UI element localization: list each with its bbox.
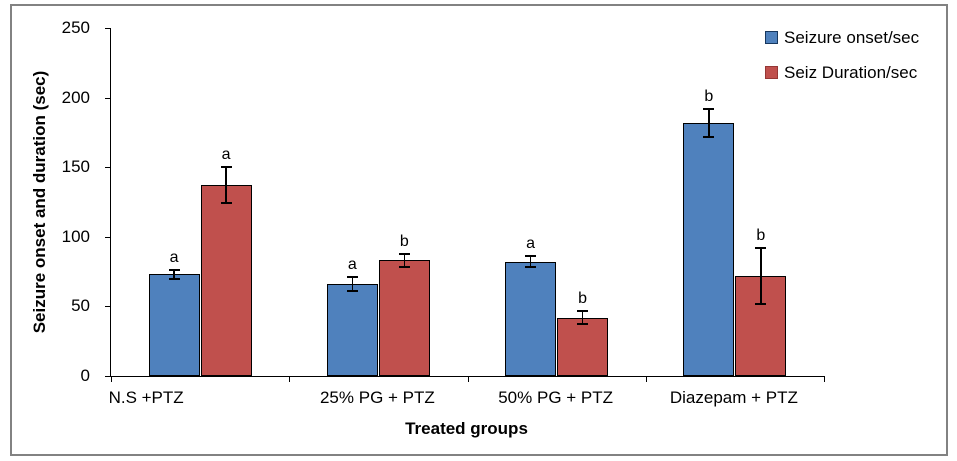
legend-swatch-seiz-duration-icon: [765, 66, 778, 79]
error-bar-cap-bottom: [398, 266, 410, 269]
error-bar-cap-bottom: [220, 202, 232, 205]
y-tick-label: 150: [61, 157, 90, 177]
y-tick-label: 100: [61, 226, 90, 246]
chart-frame: [10, 4, 948, 456]
significance-letter: b: [399, 232, 409, 250]
bar-onset-1: [148, 274, 200, 376]
x-axis-title: Treated groups: [405, 419, 528, 438]
y-tick-label: 0: [80, 366, 90, 385]
bar-onset-4: [683, 122, 735, 376]
error-bar: [403, 253, 406, 268]
bar-onset-3: [505, 261, 557, 376]
y-tick-label: 200: [61, 87, 90, 107]
legend: Seizure onset/sec Seiz Duration/sec: [765, 20, 919, 90]
legend-swatch-seizure-onset-icon: [765, 31, 778, 44]
error-bar-cap-top: [346, 276, 358, 279]
significance-letter: a: [347, 256, 357, 274]
error-bar-cap-top: [577, 309, 589, 312]
significance-letter: b: [704, 87, 714, 105]
bar-duration-3: [557, 317, 609, 376]
x-tick-label: Diazepam + PTZ: [669, 388, 798, 407]
legend-label-seiz-duration: Seiz Duration/sec: [784, 62, 918, 82]
y-tick: [105, 236, 111, 238]
legend-label-seizure-onset: Seizure onset/sec: [784, 27, 920, 47]
bar-duration-2: [378, 260, 430, 376]
y-tick-label: 250: [61, 18, 90, 37]
significance-letter: b: [756, 226, 766, 244]
bar-duration-1: [200, 185, 252, 376]
error-bar-cap-bottom: [577, 323, 589, 326]
significance-letter: a: [526, 235, 536, 253]
error-bar-cap-top: [525, 255, 537, 258]
error-bar-cap-top: [703, 107, 715, 110]
error-bar-cap-bottom: [168, 277, 180, 280]
x-tick: [824, 376, 825, 382]
y-tick: [105, 306, 111, 308]
y-tick: [105, 167, 111, 169]
y-tick-label: 50: [71, 296, 90, 316]
y-tick: [105, 28, 111, 29]
significance-letter: a: [169, 249, 179, 267]
error-bar: [529, 256, 532, 268]
x-tick: [111, 376, 112, 382]
error-bar-cap-top: [220, 166, 232, 169]
significance-letter: b: [578, 289, 588, 307]
error-bar: [581, 310, 584, 325]
legend-item-seiz-duration: Seiz Duration/sec: [765, 55, 919, 90]
y-tick: [105, 97, 111, 99]
error-bar: [225, 167, 227, 204]
error-bar-cap-bottom: [525, 266, 537, 269]
error-bar-cap-top: [398, 252, 410, 255]
error-bar: [351, 277, 354, 292]
x-tick-label: 25% PG + PTZ: [319, 388, 435, 407]
bar-onset-2: [326, 284, 378, 376]
y-tick: [105, 376, 111, 377]
plot-area: a a a b a b b b: [105, 28, 825, 382]
error-bar: [708, 108, 710, 137]
error-bar-cap-bottom: [755, 302, 767, 305]
x-tick-label: 50% PG + PTZ: [498, 388, 614, 407]
error-bar-cap-bottom: [346, 290, 358, 293]
x-tick: [645, 376, 647, 382]
significance-letter: a: [221, 146, 231, 164]
legend-item-seizure-onset: Seizure onset/sec: [765, 20, 919, 55]
x-tick: [289, 376, 291, 382]
error-bar-cap-top: [168, 269, 180, 272]
x-tick: [467, 376, 469, 382]
error-bar: [760, 247, 762, 304]
error-bar-cap-top: [755, 246, 767, 249]
y-axis-title: Seizure onset and duration (sec): [30, 70, 49, 334]
error-bar-cap-bottom: [703, 135, 715, 138]
x-tick-label: N.S +PTZ: [108, 388, 184, 407]
error-bar: [173, 270, 175, 279]
